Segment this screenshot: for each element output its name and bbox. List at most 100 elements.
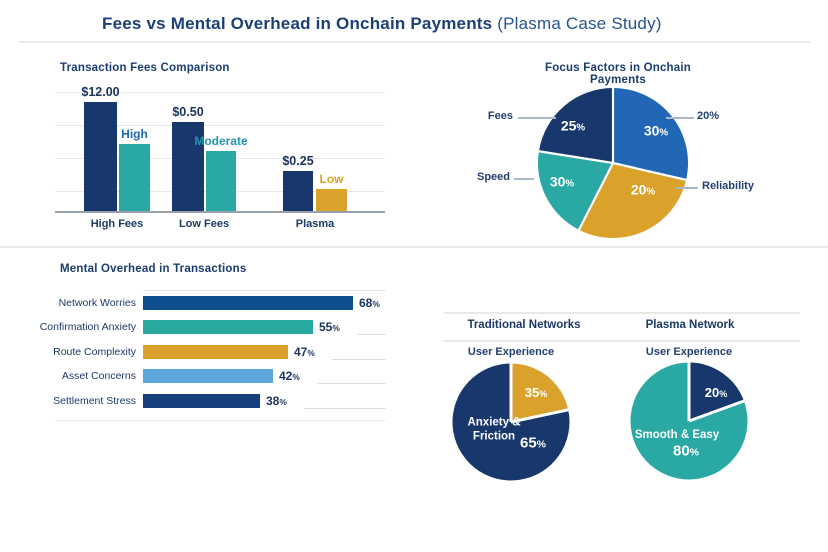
pie-inner-label: 65% bbox=[520, 435, 546, 454]
pie-svg bbox=[452, 363, 570, 481]
track-line bbox=[55, 420, 386, 421]
hbar-row-label: Route Complexity bbox=[53, 346, 136, 358]
pie-slice bbox=[511, 363, 569, 422]
leader-line bbox=[676, 187, 698, 189]
pie-slice bbox=[578, 163, 687, 238]
fee-value-label: $12.00 bbox=[81, 85, 120, 99]
pct-symbol: % bbox=[536, 438, 547, 451]
pie-separator bbox=[612, 161, 687, 181]
pie-inner-label: 30% bbox=[644, 122, 668, 140]
pie-slice bbox=[538, 88, 613, 163]
pct-number: 47 bbox=[294, 345, 308, 359]
hbar-row-label: Confirmation Anxiety bbox=[39, 321, 136, 333]
leader-line bbox=[518, 117, 556, 119]
fee-bar bbox=[84, 102, 117, 211]
hbar-value-label: 47% bbox=[294, 345, 315, 359]
pie-callout-label: Fees bbox=[487, 110, 513, 122]
header-divider bbox=[18, 41, 810, 43]
pct-symbol: % bbox=[539, 388, 548, 399]
focus-chart-title: Focus Factors in Onchain Payments bbox=[544, 62, 692, 86]
pie-callout-label: 20% bbox=[697, 110, 720, 122]
track-line bbox=[357, 334, 386, 335]
track-line bbox=[317, 383, 386, 384]
pct-number: 38 bbox=[266, 394, 280, 408]
category-label: Low Fees bbox=[178, 218, 230, 230]
pie-inner-label: 30% bbox=[550, 173, 574, 191]
x-axis-baseline bbox=[55, 211, 385, 213]
pct-number: 68 bbox=[359, 296, 373, 310]
pie-inner-label: 35% bbox=[525, 385, 548, 401]
fee-bar bbox=[283, 171, 313, 211]
pct-symbol: % bbox=[576, 122, 586, 134]
level-label: Moderate bbox=[194, 134, 248, 148]
pie-inner-label: 80% bbox=[673, 443, 699, 462]
pie-separator bbox=[688, 399, 745, 423]
compare-top-line bbox=[444, 312, 800, 314]
category-label: High Fees bbox=[90, 218, 144, 230]
hbar-value-label: 68% bbox=[359, 296, 380, 310]
hbar bbox=[143, 345, 288, 359]
pct-symbol: % bbox=[292, 372, 300, 382]
pct-number: 55 bbox=[319, 320, 333, 334]
fee-value-label: $0.25 bbox=[282, 154, 314, 168]
pct-symbol: % bbox=[719, 388, 728, 399]
compare-bottom-line bbox=[444, 340, 800, 342]
fees-chart-title: Transaction Fees Comparison bbox=[60, 62, 230, 74]
hbar bbox=[143, 296, 353, 310]
gridline bbox=[55, 125, 385, 126]
pie-inner-label: 20% bbox=[705, 385, 728, 401]
pct-number: 35 bbox=[524, 384, 540, 400]
traditional-header: Traditional Networks bbox=[467, 319, 581, 331]
pct-symbol: % bbox=[689, 446, 700, 459]
level-bar bbox=[119, 144, 150, 211]
pct-symbol: % bbox=[332, 323, 340, 333]
pie-inner-label: Smooth & Easy bbox=[634, 428, 720, 441]
page-title-suffix: (Plasma Case Study) bbox=[497, 14, 662, 33]
hbar bbox=[143, 320, 313, 334]
hbar-value-label: 38% bbox=[266, 394, 287, 408]
pct-symbol: % bbox=[372, 299, 380, 309]
hbar-value-label: 42% bbox=[279, 369, 300, 383]
pie-inner-label: Anxiety & Friction bbox=[467, 416, 521, 443]
plasma-header: Plasma Network bbox=[645, 319, 735, 331]
pct-number: 42 bbox=[279, 369, 293, 383]
traditional-subtitle: User Experience bbox=[467, 346, 555, 358]
level-label: Low bbox=[319, 172, 344, 186]
overhead-chart-title: Mental Overhead in Transactions bbox=[60, 263, 247, 275]
pie-callout-label: Reliability bbox=[702, 180, 754, 192]
pie-callout-label: Speed bbox=[476, 171, 510, 183]
hbar-row-label: Network Worries bbox=[58, 297, 136, 309]
pct-number: 20 bbox=[704, 384, 720, 400]
page-title: Fees vs Mental Overhead in Onchain Payme… bbox=[102, 14, 662, 34]
mid-divider bbox=[0, 246, 828, 248]
pie-inner-label: 25% bbox=[561, 117, 585, 135]
gridline bbox=[143, 290, 386, 291]
pie-slice bbox=[538, 151, 613, 230]
pie-inner-label: 20% bbox=[631, 181, 655, 199]
hbar-value-label: 55% bbox=[319, 320, 340, 334]
pie-svg bbox=[630, 362, 748, 480]
pie-svg bbox=[538, 88, 688, 238]
page-title-main: Fees vs Mental Overhead in Onchain Payme… bbox=[102, 14, 493, 33]
level-bar bbox=[316, 189, 347, 211]
plasma-subtitle: User Experience bbox=[645, 346, 733, 358]
pct-number: 80 bbox=[672, 442, 690, 460]
pct-number: 65 bbox=[519, 434, 537, 452]
pct-number: 25 bbox=[560, 117, 577, 134]
hbar bbox=[143, 369, 273, 383]
level-bar bbox=[206, 151, 236, 211]
fee-bar bbox=[172, 122, 204, 211]
hbar-row-label: Asset Concerns bbox=[61, 370, 136, 382]
pct-symbol: % bbox=[279, 397, 287, 407]
hbar bbox=[143, 394, 260, 408]
pct-symbol: % bbox=[307, 348, 315, 358]
level-label: High bbox=[121, 127, 148, 141]
fee-value-label: $0.50 bbox=[172, 105, 204, 119]
